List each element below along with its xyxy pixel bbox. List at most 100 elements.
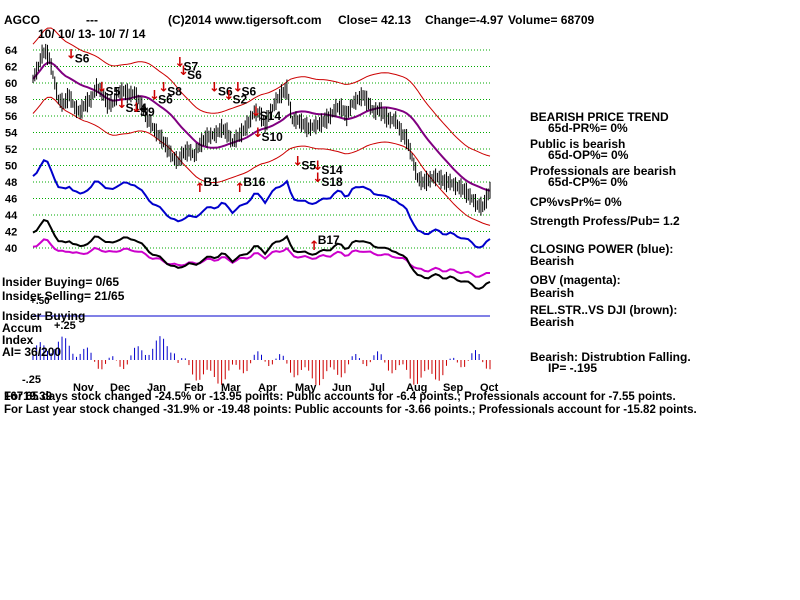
- close-value: Close= 42.13: [338, 13, 412, 27]
- price-tick-label: 52: [5, 144, 17, 156]
- cp-value: 65d-CP%= 0%: [548, 175, 628, 189]
- insider-selling: Insider Selling= 21/65: [2, 289, 125, 303]
- signal-arrow: ↓: [97, 80, 108, 95]
- signal-label: S14: [260, 109, 282, 123]
- signal-arrow: ↓: [223, 89, 234, 104]
- signal-label: S2: [232, 93, 247, 107]
- signal-label: S7: [184, 60, 199, 74]
- pros-state: Professionals are bearish: [530, 164, 677, 178]
- month-label: May: [295, 382, 317, 394]
- signal-arrow: ↓: [312, 159, 323, 174]
- ai-value: AI= 36/200: [2, 345, 62, 359]
- accumulation-histogram: [32, 336, 491, 386]
- signal-arrow: ↓: [175, 56, 186, 71]
- footer-overlap: 16719.39: [4, 391, 52, 403]
- month-label: Sep: [443, 382, 463, 394]
- signal-arrow: ↓: [292, 155, 303, 170]
- trend-title: BEARISH PRICE TREND: [530, 110, 669, 124]
- accum-index-label: Index: [2, 333, 34, 347]
- signal-label: B16: [243, 175, 265, 189]
- signal-label: S9: [140, 105, 155, 119]
- cpvspr-value: CP%vsPr%= 0%: [530, 195, 622, 209]
- signal-label: S6: [242, 84, 257, 98]
- relstr-label: REL.STR..VS DJI (brown):: [530, 303, 678, 317]
- public-state: Public is bearish: [530, 137, 626, 151]
- signal-label: S5: [106, 84, 121, 98]
- signal-arrow: ↓: [131, 101, 142, 116]
- signal-arrow: ↑: [309, 239, 320, 254]
- month-label: Aug: [406, 382, 427, 394]
- signal-label: S6: [158, 93, 173, 107]
- strength-value: Strength Profess/Pub= 1.2: [530, 214, 680, 228]
- signal-arrow: ↓: [178, 64, 189, 79]
- price-tick-label: 64: [5, 45, 18, 57]
- obv-label: OBV (magenta):: [530, 273, 621, 287]
- month-label: Jan: [147, 382, 166, 394]
- volume-value: Volume= 68709: [508, 13, 595, 27]
- month-label: Nov: [73, 382, 95, 394]
- plus25-label: +.25: [54, 320, 76, 332]
- price-tick-label: 44: [5, 210, 18, 222]
- signal-label: S6: [218, 84, 233, 98]
- price-tick-label: 42: [5, 227, 17, 239]
- signal-arrow: ↓: [66, 47, 77, 62]
- insider-label: Insider Buying: [2, 309, 86, 323]
- closing-power-label: CLOSING POWER (blue):: [530, 242, 674, 256]
- closing-power-line: [32, 159, 491, 249]
- signal-label: B1: [203, 175, 219, 189]
- ticker: AGCO: [4, 13, 40, 27]
- op-value: 65d-OP%= 0%: [548, 148, 629, 162]
- relstr-line: [32, 218, 491, 290]
- price-tick-label: 46: [5, 194, 17, 206]
- month-label: Dec: [110, 382, 130, 394]
- price-tick-label: 40: [5, 243, 17, 255]
- pr-value: 65d-PR%= 0%: [548, 121, 628, 135]
- closing-power-state: Bearish: [530, 254, 575, 268]
- month-label: Oct: [480, 382, 499, 394]
- obv-state: Bearish: [530, 286, 575, 300]
- price-bands: [32, 27, 491, 226]
- signal-label: S6: [187, 68, 202, 82]
- signal-label: S8: [167, 84, 182, 98]
- signal-label: S14: [321, 163, 343, 177]
- ip-value: IP= -.195: [548, 361, 598, 375]
- signal-label: S18: [321, 175, 343, 189]
- signal-arrow: ↓: [116, 97, 127, 112]
- signal-label: S6: [75, 51, 90, 65]
- indicator-lines: [32, 159, 491, 317]
- signal-markers: ↓S6↓S5↓S14↓S9↓S6↓S8↓S7↓S6↓S6↓S2↓S6↓S14↓S…: [66, 47, 343, 254]
- price-tick-label: 56: [5, 111, 17, 123]
- relstr-state: Bearish: [530, 315, 575, 329]
- footer-line-2: For Last year stock changed -31.9% or -1…: [4, 404, 697, 416]
- signal-arrow: ↓: [312, 171, 323, 186]
- price-tick-label: 58: [5, 95, 17, 107]
- month-label: Jul: [369, 382, 385, 394]
- signal-arrow: ↓: [209, 80, 220, 95]
- signal-label: S14: [125, 101, 147, 115]
- price-tick-label: 48: [5, 177, 17, 189]
- month-label: Jun: [332, 382, 352, 394]
- lower-band: [32, 96, 491, 226]
- signal-label: S10: [262, 130, 284, 144]
- change-value: Change=-4.97: [425, 13, 504, 27]
- signal-arrow: ↓: [149, 89, 160, 104]
- signal-arrow: ↓: [253, 126, 264, 141]
- insider-buying: Insider Buying= 0/65: [2, 275, 120, 289]
- signal-arrow: ↑: [234, 181, 245, 196]
- plus50-label: +.50: [30, 296, 50, 307]
- price-tick-label: 50: [5, 161, 17, 173]
- signal-arrow: ↓: [251, 105, 262, 120]
- signal-arrow: ↑: [194, 181, 205, 196]
- dashes: ---: [86, 13, 98, 27]
- month-label: Apr: [258, 382, 278, 394]
- month-label: Feb: [184, 382, 204, 394]
- month-label: Mar: [221, 382, 241, 394]
- footer-line-1: For 65 days stock changed -24.5% or -13.…: [4, 391, 676, 403]
- signal-arrow: ↓: [233, 80, 244, 95]
- price-tick-label: 60: [5, 78, 17, 90]
- price-tick-label: 54: [5, 128, 18, 140]
- signal-arrow: ↓: [158, 80, 169, 95]
- copyright: (C)2014 www.tigersoft.com: [168, 13, 322, 27]
- price-tick-label: 62: [5, 62, 17, 74]
